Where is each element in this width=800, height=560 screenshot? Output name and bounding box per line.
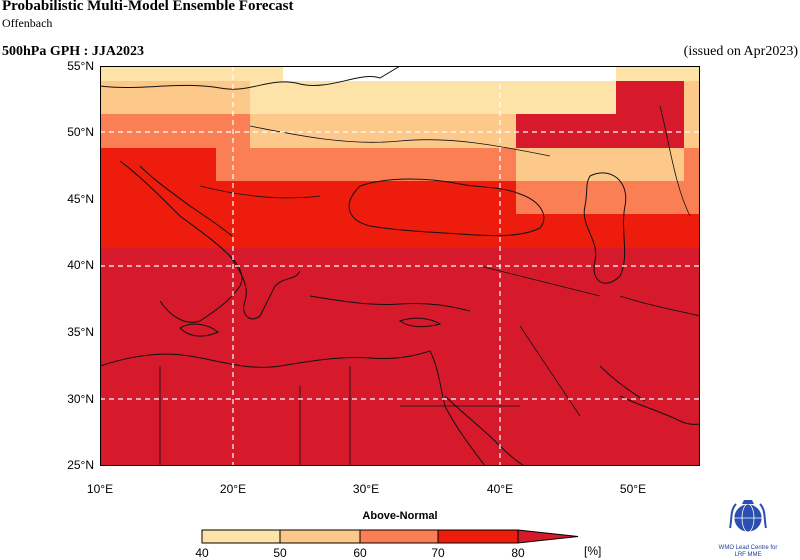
- lon-label-10: 10°E: [86, 482, 114, 496]
- prob-region-40b: [250, 81, 283, 114]
- prob-region-50e: [283, 114, 516, 148]
- legend-swatch-70: [437, 529, 519, 544]
- prob-region-50c: [516, 148, 684, 181]
- legend-tick-40: 40: [195, 546, 209, 560]
- no-signal-region: [283, 66, 616, 81]
- lat-label-45: 45°N: [67, 192, 94, 206]
- prob-region-50b: [100, 81, 250, 114]
- prob-region-40d: [616, 66, 700, 81]
- lat-label-25: 25°N: [67, 458, 94, 472]
- lon-label-20: 20°E: [219, 482, 247, 496]
- prob-region-40: [100, 66, 283, 81]
- legend-swatch-80: [517, 529, 579, 544]
- legend-tick-60: 60: [353, 546, 367, 560]
- legend-title: Above-Normal: [362, 510, 438, 522]
- legend-tick-50: 50: [273, 546, 287, 560]
- lon-label-30: 30°E: [352, 482, 380, 496]
- lat-label-40: 40°N: [67, 258, 94, 272]
- logo-line1: WMO Lead Centre for: [718, 545, 778, 551]
- field-label: 500hPa GPH : JJA2023: [2, 44, 144, 59]
- prob-region-50d: [684, 81, 700, 148]
- wmo-emblem-icon: [729, 500, 767, 533]
- color-legend: [201, 529, 579, 544]
- legend-tick-80: 80: [511, 546, 525, 560]
- forecast-map: [100, 66, 700, 466]
- legend-tick-70: 70: [431, 546, 445, 560]
- prob-region-70: [100, 148, 700, 248]
- map-subtitle: Offenbach: [2, 16, 53, 30]
- legend-swatch-60: [359, 529, 439, 544]
- prob-region-40c: [283, 81, 616, 114]
- logo-line2: LRF MME: [734, 552, 762, 558]
- legend-swatch-40: [201, 529, 281, 544]
- lat-label-55: 55°N: [67, 59, 94, 73]
- map-frame: [100, 66, 700, 466]
- legend-swatch-50: [279, 529, 361, 544]
- map-title: Probabilistic Multi-Model Ensemble Forec…: [2, 0, 294, 14]
- grid-lines: [100, 66, 700, 466]
- wmo-logo: WMO Lead Centre for LRF MME: [700, 496, 796, 560]
- lat-label-50: 50°N: [67, 125, 94, 139]
- lat-label-30: 30°N: [67, 392, 94, 406]
- legend-unit: [%]: [584, 544, 602, 558]
- lon-label-50: 50°E: [619, 482, 647, 496]
- coastlines: [100, 66, 700, 466]
- issued-label: (issued on Apr2023): [683, 44, 798, 59]
- lon-label-40: 40°E: [486, 482, 514, 496]
- lat-label-35: 35°N: [67, 325, 94, 339]
